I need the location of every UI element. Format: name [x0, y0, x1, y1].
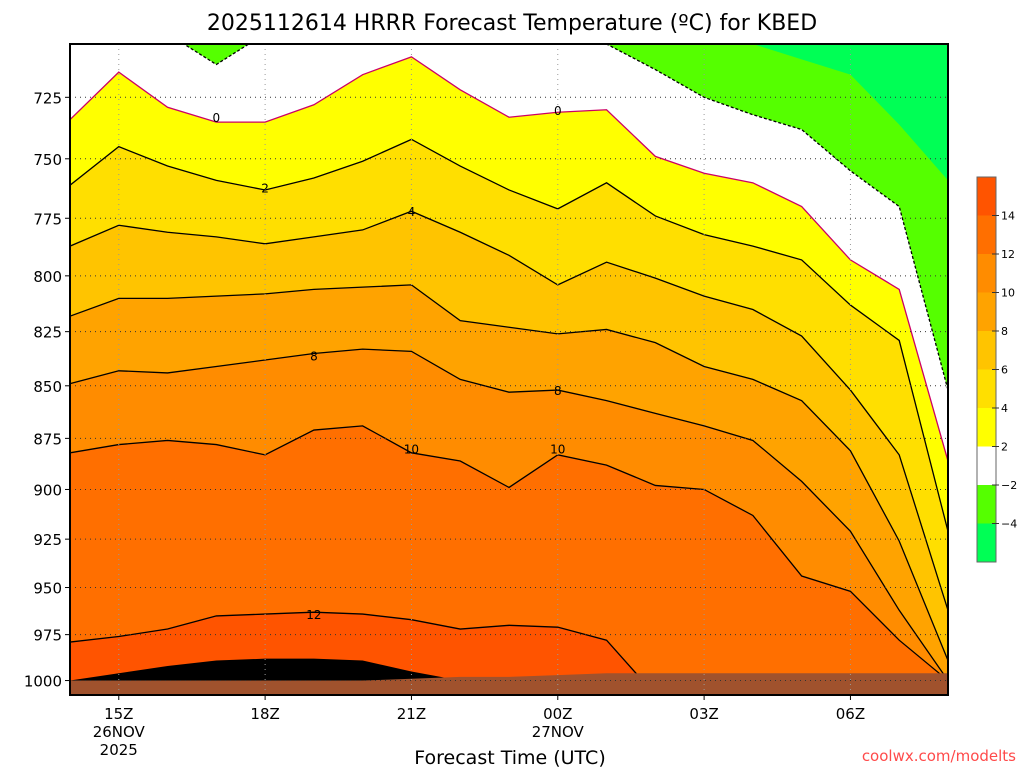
isotherm-10	[70, 425, 948, 682]
colorbar: −4 −2 2 4 6 8 10 12 14	[976, 176, 1017, 563]
colorbar-swatch	[977, 215, 996, 254]
colorbar-label: 14	[1001, 210, 1015, 223]
y-tick-label: 725	[33, 89, 62, 107]
colorbar-label: −2	[1001, 479, 1017, 492]
x-tick-year: 2025	[100, 741, 138, 759]
isotherm-6	[70, 284, 948, 661]
y-tick-label: 1000	[24, 673, 62, 691]
contour-lines	[70, 44, 948, 695]
isotherm-12	[70, 611, 948, 695]
y-tick-label: 875	[33, 430, 62, 448]
colorbar-swatch	[977, 331, 996, 370]
plot-frame	[69, 43, 949, 696]
colorbar-label: 6	[1001, 364, 1008, 377]
isotherm--2	[182, 44, 948, 391]
x-tick-label: 21Z	[397, 705, 426, 723]
colorbar-swatch	[977, 446, 996, 485]
contour-label: 0	[554, 104, 562, 118]
contour-label: 4	[408, 205, 416, 219]
contour-label: 10	[404, 443, 419, 457]
isotherm-2	[70, 138, 948, 532]
colorbar-swatch	[977, 254, 996, 293]
y-tick-label: 975	[33, 627, 62, 645]
y-tick-label: 800	[33, 268, 62, 286]
contour-label: 8	[554, 384, 562, 398]
x-tick-label: 03Z	[689, 705, 718, 723]
x-tick-date: 27NOV	[532, 723, 585, 741]
colorbar-label: −4	[1001, 518, 1017, 531]
colorbar-label: 4	[1001, 402, 1008, 415]
colorbar-label: 12	[1001, 248, 1015, 261]
y-tick-label: 925	[33, 531, 62, 549]
x-tick-date: 26NOV	[93, 723, 146, 741]
chart-title: 2025112614 HRRR Forecast Temperature (ºC…	[207, 11, 817, 36]
colorbar-swatch	[977, 177, 996, 216]
grid-lines	[70, 44, 948, 695]
isotherm-4	[70, 210, 948, 611]
ground-layer	[70, 673, 948, 695]
y-tick-label: 900	[33, 481, 62, 499]
isotherm-8	[70, 348, 948, 681]
y-tick-label: 825	[33, 324, 62, 342]
y-tick-label: 775	[33, 210, 62, 228]
colorbar-swatch	[977, 523, 996, 562]
x-tick-label: 15Z	[104, 705, 133, 723]
contour-label: 12	[306, 608, 321, 622]
y-axis: 725 750 775 800 825 850 875 900 925 950 975 1000	[24, 89, 70, 691]
contour-label: 10	[550, 443, 565, 457]
contour-label: 2	[261, 182, 269, 196]
x-tick-label: 18Z	[250, 705, 279, 723]
colorbar-swatch	[977, 408, 996, 447]
x-tick-label: 00Z	[543, 705, 572, 723]
y-tick-label: 950	[33, 580, 62, 598]
colorbar-swatch	[977, 485, 996, 524]
colorbar-label: 2	[1001, 441, 1008, 454]
colorbar-label: 8	[1001, 325, 1008, 338]
colorbar-swatch	[977, 292, 996, 331]
ground-fill	[70, 673, 948, 695]
contour-label: 8	[310, 350, 318, 364]
y-tick-label: 750	[33, 151, 62, 169]
colorbar-swatch	[977, 369, 996, 408]
contour-fills	[70, 44, 948, 695]
contour-labels: 0 0 2 4 8 8 10 10 12	[213, 104, 566, 622]
colorbar-label: 10	[1001, 287, 1015, 300]
credit-text[interactable]: coolwx.com/modelts	[862, 747, 1016, 765]
y-tick-label: 850	[33, 378, 62, 396]
x-axis-label: Forecast Time (UTC)	[414, 747, 605, 768]
contour-label: 0	[213, 111, 221, 125]
isotherm-0	[70, 56, 948, 462]
x-tick-label: 06Z	[836, 705, 865, 723]
